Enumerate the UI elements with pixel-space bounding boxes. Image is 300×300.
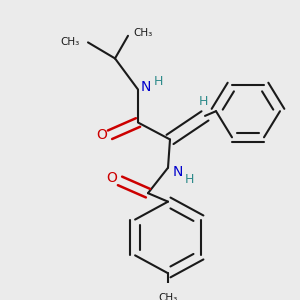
Text: N: N	[173, 165, 183, 179]
Text: CH₃: CH₃	[158, 293, 178, 300]
Text: CH₃: CH₃	[133, 28, 152, 38]
Text: H: H	[198, 95, 208, 108]
Text: O: O	[106, 171, 117, 185]
Text: H: H	[184, 172, 194, 185]
Text: CH₃: CH₃	[61, 38, 80, 47]
Text: O: O	[97, 128, 107, 142]
Text: H: H	[153, 76, 163, 88]
Text: N: N	[141, 80, 151, 94]
